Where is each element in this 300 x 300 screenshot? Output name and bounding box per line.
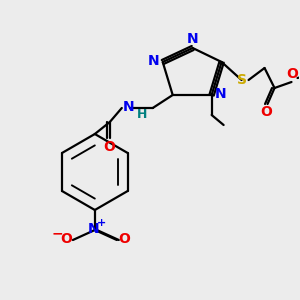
Text: O: O (261, 105, 272, 119)
Text: −: − (51, 226, 63, 240)
Text: H: H (136, 107, 147, 121)
Text: N: N (187, 32, 199, 46)
Text: O: O (286, 67, 298, 81)
Text: O: O (118, 232, 130, 246)
Text: S: S (237, 73, 247, 87)
Text: N: N (148, 54, 160, 68)
Text: N: N (88, 222, 100, 236)
Text: +: + (97, 218, 106, 228)
Text: N: N (123, 100, 135, 114)
Text: N: N (215, 87, 226, 101)
Text: O: O (103, 140, 115, 154)
Text: O: O (60, 232, 72, 246)
